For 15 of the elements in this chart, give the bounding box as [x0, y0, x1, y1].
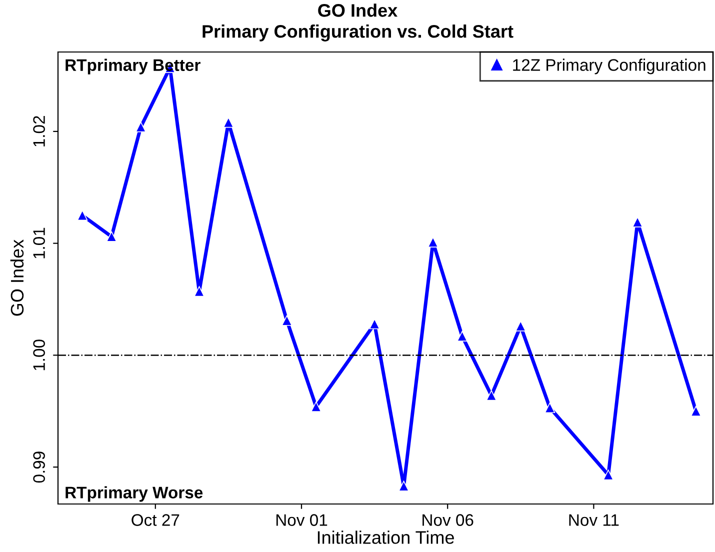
- x-axis-title: Initialization Time: [318, 530, 454, 544]
- x-tick-label: Nov 06: [422, 514, 474, 526]
- y-axis-title: GO Index: [318, 4, 398, 17]
- y-tick-label: 1.02: [33, 116, 45, 146]
- y-tick-label: 1.01: [33, 228, 45, 258]
- annotation: RTprimary Worse: [66, 486, 203, 502]
- x-tick-label: Nov 01: [276, 514, 328, 526]
- chart-subtitle: Primary Configuration vs. Cold Start: [202, 24, 514, 42]
- x-tick-label: Oct 27: [132, 514, 180, 526]
- text: GO Index: [10, 240, 24, 316]
- annotation: RTprimary Better: [66, 58, 200, 74]
- x-tick-label: Nov 11: [569, 514, 619, 526]
- y-tick-label: 0.99: [33, 452, 45, 483]
- legend-label: 12Z Primary Configuration: [513, 58, 706, 74]
- y-tick-label: 1.00: [33, 340, 45, 370]
